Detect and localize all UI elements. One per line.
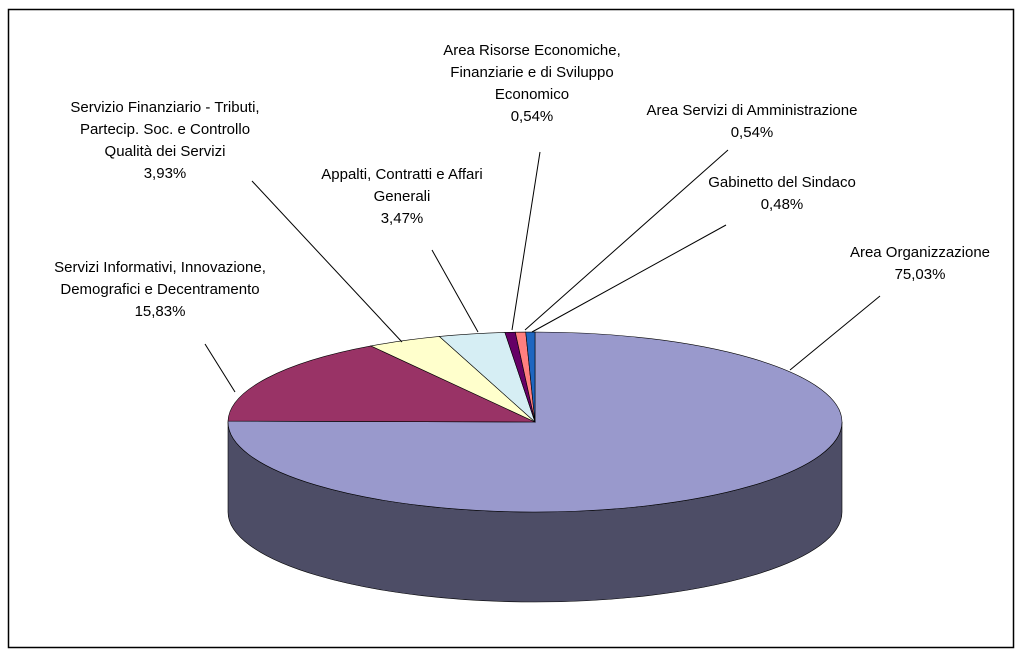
slice [227, 331, 843, 513]
slice [525, 331, 536, 423]
data-label: Gabinetto del Sindaco 0,48% [682, 172, 882, 216]
data-label: Area Servizi di Amministrazione 0,54% [622, 100, 882, 144]
data-label: Area Organizzazione 75,03% [805, 242, 1023, 286]
leader-line [204, 343, 236, 393]
category-label: Servizio Finanziario - Tributi, Partecip… [70, 99, 260, 160]
value-label: 0,48% [760, 196, 804, 213]
value-label: 3,93% [143, 165, 187, 182]
data-label: Area Risorse Economiche, Finanziarie e d… [437, 40, 627, 128]
leader-line [531, 224, 727, 333]
value-label: 0,54% [730, 124, 774, 141]
value-label: 75,03% [894, 266, 946, 283]
data-label: Servizio Finanziario - Tributi, Partecip… [55, 97, 275, 185]
leader-line [524, 149, 729, 331]
leader-line [431, 249, 479, 333]
data-label: Appalti, Contratti e Affari Generali 3,47… [305, 164, 500, 230]
category-label: Appalti, Contratti e Affari Generali [321, 166, 483, 205]
leader-line [789, 295, 881, 371]
leader-line [511, 151, 541, 331]
category-label: Area Servizi di Amministrazione [646, 102, 858, 119]
category-label: Servizi Informativi, Innovazione, Demogr… [54, 259, 266, 298]
value-label: 0,54% [510, 108, 554, 125]
value-label: 15,83% [134, 303, 186, 320]
category-label: Area Organizzazione [849, 244, 991, 261]
data-label: Servizi Informativi, Innovazione, Demogr… [40, 257, 280, 323]
category-label: Gabinetto del Sindaco [708, 174, 856, 191]
leader-line [251, 180, 403, 343]
slice [227, 345, 536, 423]
value-label: 3,47% [380, 210, 424, 227]
category-label: Area Risorse Economiche, Finanziarie e d… [443, 42, 621, 103]
